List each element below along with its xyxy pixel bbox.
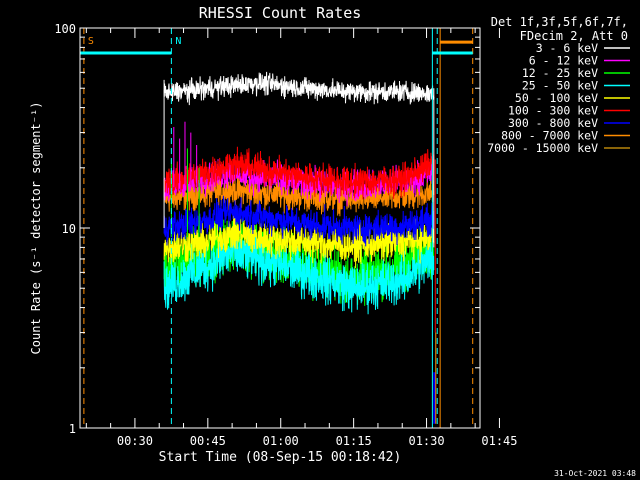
legend-label: 300 - 800 keV bbox=[508, 116, 598, 130]
x-tick-label: 01:00 bbox=[263, 434, 299, 448]
legend-label: 800 - 7000 keV bbox=[501, 129, 598, 143]
legend-label: 6 - 12 keV bbox=[529, 54, 598, 68]
legend-label: 12 - 25 keV bbox=[522, 66, 598, 80]
chart-title: RHESSI Count Rates bbox=[199, 4, 362, 22]
legend-label: 25 - 50 keV bbox=[522, 79, 598, 93]
legend-label: 3 - 6 keV bbox=[536, 41, 598, 55]
series-line-3-6keV bbox=[163, 71, 435, 106]
x-tick-label: 01:45 bbox=[481, 434, 517, 448]
series-line-50-100keV bbox=[163, 209, 435, 269]
footer-date: 31-Oct-2021 03:48 bbox=[554, 469, 636, 478]
x-tick-label: 01:15 bbox=[336, 434, 372, 448]
legend-header-decim: FDecim 2, Att 0 bbox=[520, 29, 628, 43]
x-axis-label: Start Time (08-Sep-15 00:18:42) bbox=[159, 450, 402, 465]
y-tick-label: 1 bbox=[69, 422, 76, 436]
marker-label-s: S bbox=[88, 36, 94, 47]
legend-header-detectors: Det 1f,3f,5f,6f,7f, bbox=[491, 15, 628, 29]
y-tick-label: 10 bbox=[62, 222, 76, 236]
series-line-300-800keV bbox=[163, 195, 435, 247]
series-line-100-300keV bbox=[163, 146, 435, 200]
marker-label-n: N bbox=[175, 36, 181, 47]
x-tick-label: 01:30 bbox=[408, 434, 444, 448]
x-tick-label: 00:45 bbox=[190, 434, 226, 448]
x-tick-label: 00:30 bbox=[117, 434, 153, 448]
y-axis-label: Count Rate (s⁻¹ detector segment⁻¹) bbox=[29, 102, 43, 355]
legend-label: 7000 - 15000 keV bbox=[487, 141, 598, 155]
y-tick-label: 100 bbox=[54, 22, 76, 36]
legend-label: 50 - 100 keV bbox=[515, 91, 598, 105]
series-line-25-50keV bbox=[163, 225, 435, 315]
legend-label: 100 - 300 keV bbox=[508, 104, 598, 118]
